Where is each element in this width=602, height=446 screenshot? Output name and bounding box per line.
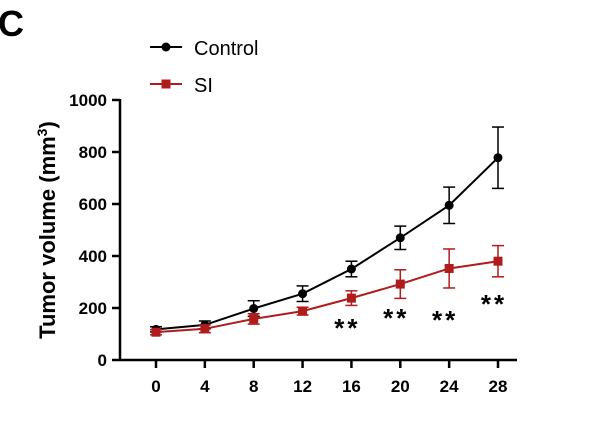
data-point <box>444 263 454 273</box>
data-point <box>395 279 405 289</box>
x-tick-label: 20 <box>391 377 410 396</box>
x-tick-label: 0 <box>151 377 160 396</box>
significance-marker: ** <box>432 305 458 335</box>
y-axis-label-superscript: 3 <box>34 128 50 136</box>
y-axis-label-text: Tumor volume (mm <box>35 136 60 339</box>
data-point <box>151 327 161 337</box>
legend-marker-si <box>161 79 171 89</box>
y-tick-label: 600 <box>79 195 107 214</box>
y-tick-label: 800 <box>79 143 107 162</box>
data-point <box>298 306 308 316</box>
data-point <box>346 264 356 274</box>
y-tick-label: 400 <box>79 247 107 266</box>
legend-item-si: SI <box>150 75 213 97</box>
series-layer <box>150 126 504 337</box>
axes: 0 200 400 600 800 1000 0 4 8 12 16 20 24 28 <box>69 91 517 396</box>
legend-label-control: Control <box>194 38 258 60</box>
legend-item-control: Control <box>150 38 258 60</box>
significance-marker: ** <box>383 303 409 333</box>
y-tick-label: 1000 <box>69 91 107 110</box>
y-tick-label: 0 <box>98 351 107 370</box>
x-tick-label: 24 <box>440 377 459 396</box>
series-si <box>150 244 504 337</box>
data-point <box>346 293 356 303</box>
series-line <box>155 157 499 331</box>
significance-marker: ** <box>481 289 507 319</box>
y-tick-label: 200 <box>79 299 107 318</box>
data-point <box>249 304 259 314</box>
x-tick-label: 16 <box>342 377 361 396</box>
y-axis-label: Tumor volume (mm3) <box>34 121 60 339</box>
data-point <box>493 153 503 163</box>
y-axis-label-suffix: ) <box>35 121 60 128</box>
data-point <box>298 289 308 299</box>
x-tick-label: 4 <box>200 377 210 396</box>
annotation-layer: ** ** ** ** <box>334 289 507 343</box>
x-tick-label: 8 <box>249 377 258 396</box>
data-point <box>444 200 454 210</box>
x-tick-label: 12 <box>293 377 312 396</box>
series-control <box>150 126 504 334</box>
legend: Control SI <box>150 38 258 97</box>
data-point <box>249 314 259 324</box>
series-line <box>155 260 499 334</box>
data-point <box>395 233 405 243</box>
significance-marker: ** <box>334 313 360 343</box>
legend-label-si: SI <box>194 75 213 97</box>
x-tick-label: 28 <box>489 377 508 396</box>
data-point <box>493 256 503 266</box>
panel-label: C <box>0 3 24 44</box>
data-point <box>200 324 210 334</box>
legend-marker-control <box>161 42 171 52</box>
